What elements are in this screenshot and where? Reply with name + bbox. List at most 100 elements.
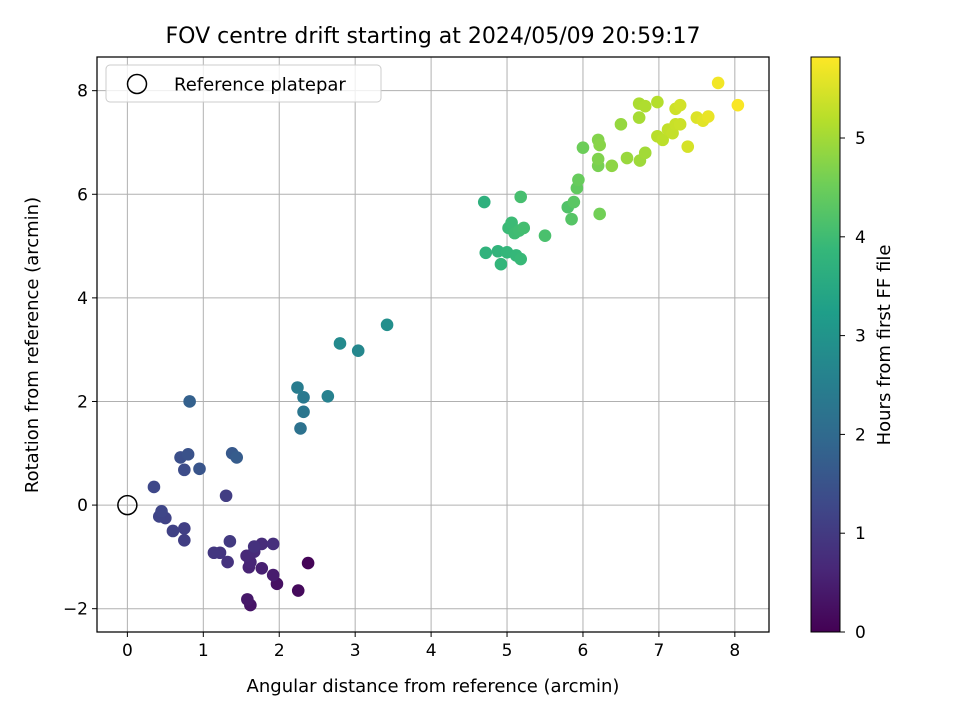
scatter-point (514, 252, 528, 266)
scatter-point (656, 133, 669, 147)
scatter-point (477, 195, 491, 209)
reference-marker (117, 494, 138, 516)
y-tick-label: 0 (77, 496, 88, 516)
grid-lines (97, 57, 769, 632)
scatter-point (380, 318, 394, 332)
scatter-point (321, 390, 335, 403)
colorbar-gradient (811, 57, 840, 632)
scatter-point (491, 244, 505, 258)
scatter-point (605, 159, 619, 173)
colorbar-label: Hours from first FF file (874, 245, 895, 446)
colorbar-tick-label: 0 (855, 623, 866, 643)
x-tick-label: 4 (426, 641, 437, 661)
y-tick-label: 2 (77, 392, 88, 412)
scatter-point (291, 381, 304, 394)
scatter-point (711, 76, 725, 90)
colorbar-tick-label: 4 (855, 228, 866, 248)
scatter-point (632, 111, 646, 124)
scatter-point (701, 110, 715, 123)
scatter-point (181, 448, 195, 461)
scatter-point (673, 118, 687, 131)
scatter-point (166, 524, 180, 538)
plot-frame (96, 56, 770, 633)
y-tick-label: −2 (63, 600, 88, 620)
scatter-point (266, 537, 280, 551)
colorbar-tick-label: 2 (855, 425, 866, 445)
legend-label: Reference platepar (174, 75, 346, 96)
scatter-point (333, 337, 347, 350)
y-axis-label: Rotation from reference (arcmin) (22, 197, 43, 493)
scatter-point (572, 173, 585, 187)
x-tick-label: 3 (350, 641, 361, 661)
y-ticks: −2 0 2 4 6 8 (63, 82, 97, 620)
scatter-point (178, 522, 191, 535)
scatter-point (638, 99, 652, 113)
x-tick-label: 1 (198, 641, 209, 661)
scatter-point (193, 462, 206, 476)
colorbar-tick-label: 1 (855, 524, 866, 544)
scatter-point (155, 505, 168, 518)
x-ticks: 0 1 2 3 4 5 6 7 8 (122, 632, 740, 661)
x-tick-label: 8 (729, 641, 740, 661)
reference-layer (117, 494, 138, 516)
scatter-point (620, 151, 634, 165)
scatter-point (147, 480, 161, 494)
colorbar-tick-label: 5 (855, 129, 866, 149)
scatter-points (147, 76, 745, 612)
x-tick-label: 7 (653, 641, 664, 661)
scatter-point (681, 140, 695, 153)
scatter-point (494, 257, 508, 271)
x-axis-label: Angular distance from reference (arcmin) (247, 676, 620, 697)
scatter-point (673, 98, 687, 112)
y-tick-label: 8 (77, 82, 88, 102)
scatter-point (351, 344, 365, 358)
scatter-point (614, 118, 628, 131)
legend-marker (126, 73, 148, 95)
scatter-point (183, 395, 196, 408)
scatter-point (178, 463, 191, 477)
scatter-point (223, 535, 237, 548)
scatter-point (479, 246, 493, 260)
scatter-point (291, 584, 305, 597)
x-tick-label: 0 (122, 641, 133, 661)
legend-box (105, 64, 382, 103)
chart-title: FOV centre drift starting at 2024/05/09 … (166, 24, 701, 49)
scatter-point (576, 141, 590, 154)
scatter-point (517, 221, 531, 235)
scatter-point (178, 534, 191, 547)
scatter-point (505, 216, 518, 230)
scatter-point (565, 212, 578, 226)
scatter-point (514, 190, 528, 204)
legend: Reference platepar (105, 64, 382, 103)
scatter-point (567, 195, 581, 209)
colorbar: 0 1 2 3 4 5 Hours from first FF file (810, 56, 895, 643)
scatter-point (221, 555, 234, 569)
scatter-point (538, 229, 552, 243)
scatter-point (591, 152, 605, 166)
scatter-point (230, 451, 244, 464)
scatter-point (731, 98, 745, 112)
scatter-point (297, 391, 310, 404)
colorbar-ticks: 0 1 2 3 4 5 (840, 129, 866, 643)
scatter-point (301, 556, 315, 570)
scatter-point (241, 593, 254, 606)
x-tick-label: 2 (274, 641, 285, 661)
scatter-point (255, 561, 269, 575)
colorbar-frame (810, 56, 841, 633)
x-tick-label: 5 (502, 641, 513, 661)
scatter-point (219, 489, 233, 503)
scatter-point (247, 540, 261, 553)
scatter-point (638, 146, 652, 160)
y-tick-label: 4 (77, 289, 88, 309)
scatter-point (297, 405, 310, 419)
scatter-point (266, 568, 280, 582)
y-tick-label: 6 (77, 185, 88, 205)
x-tick-label: 6 (578, 641, 589, 661)
scatter-point (593, 138, 606, 152)
scatter-point (207, 546, 221, 560)
scatter-point (294, 422, 307, 435)
scatter-point (593, 207, 606, 221)
colorbar-tick-label: 3 (855, 327, 866, 347)
scatter-point (651, 95, 664, 109)
